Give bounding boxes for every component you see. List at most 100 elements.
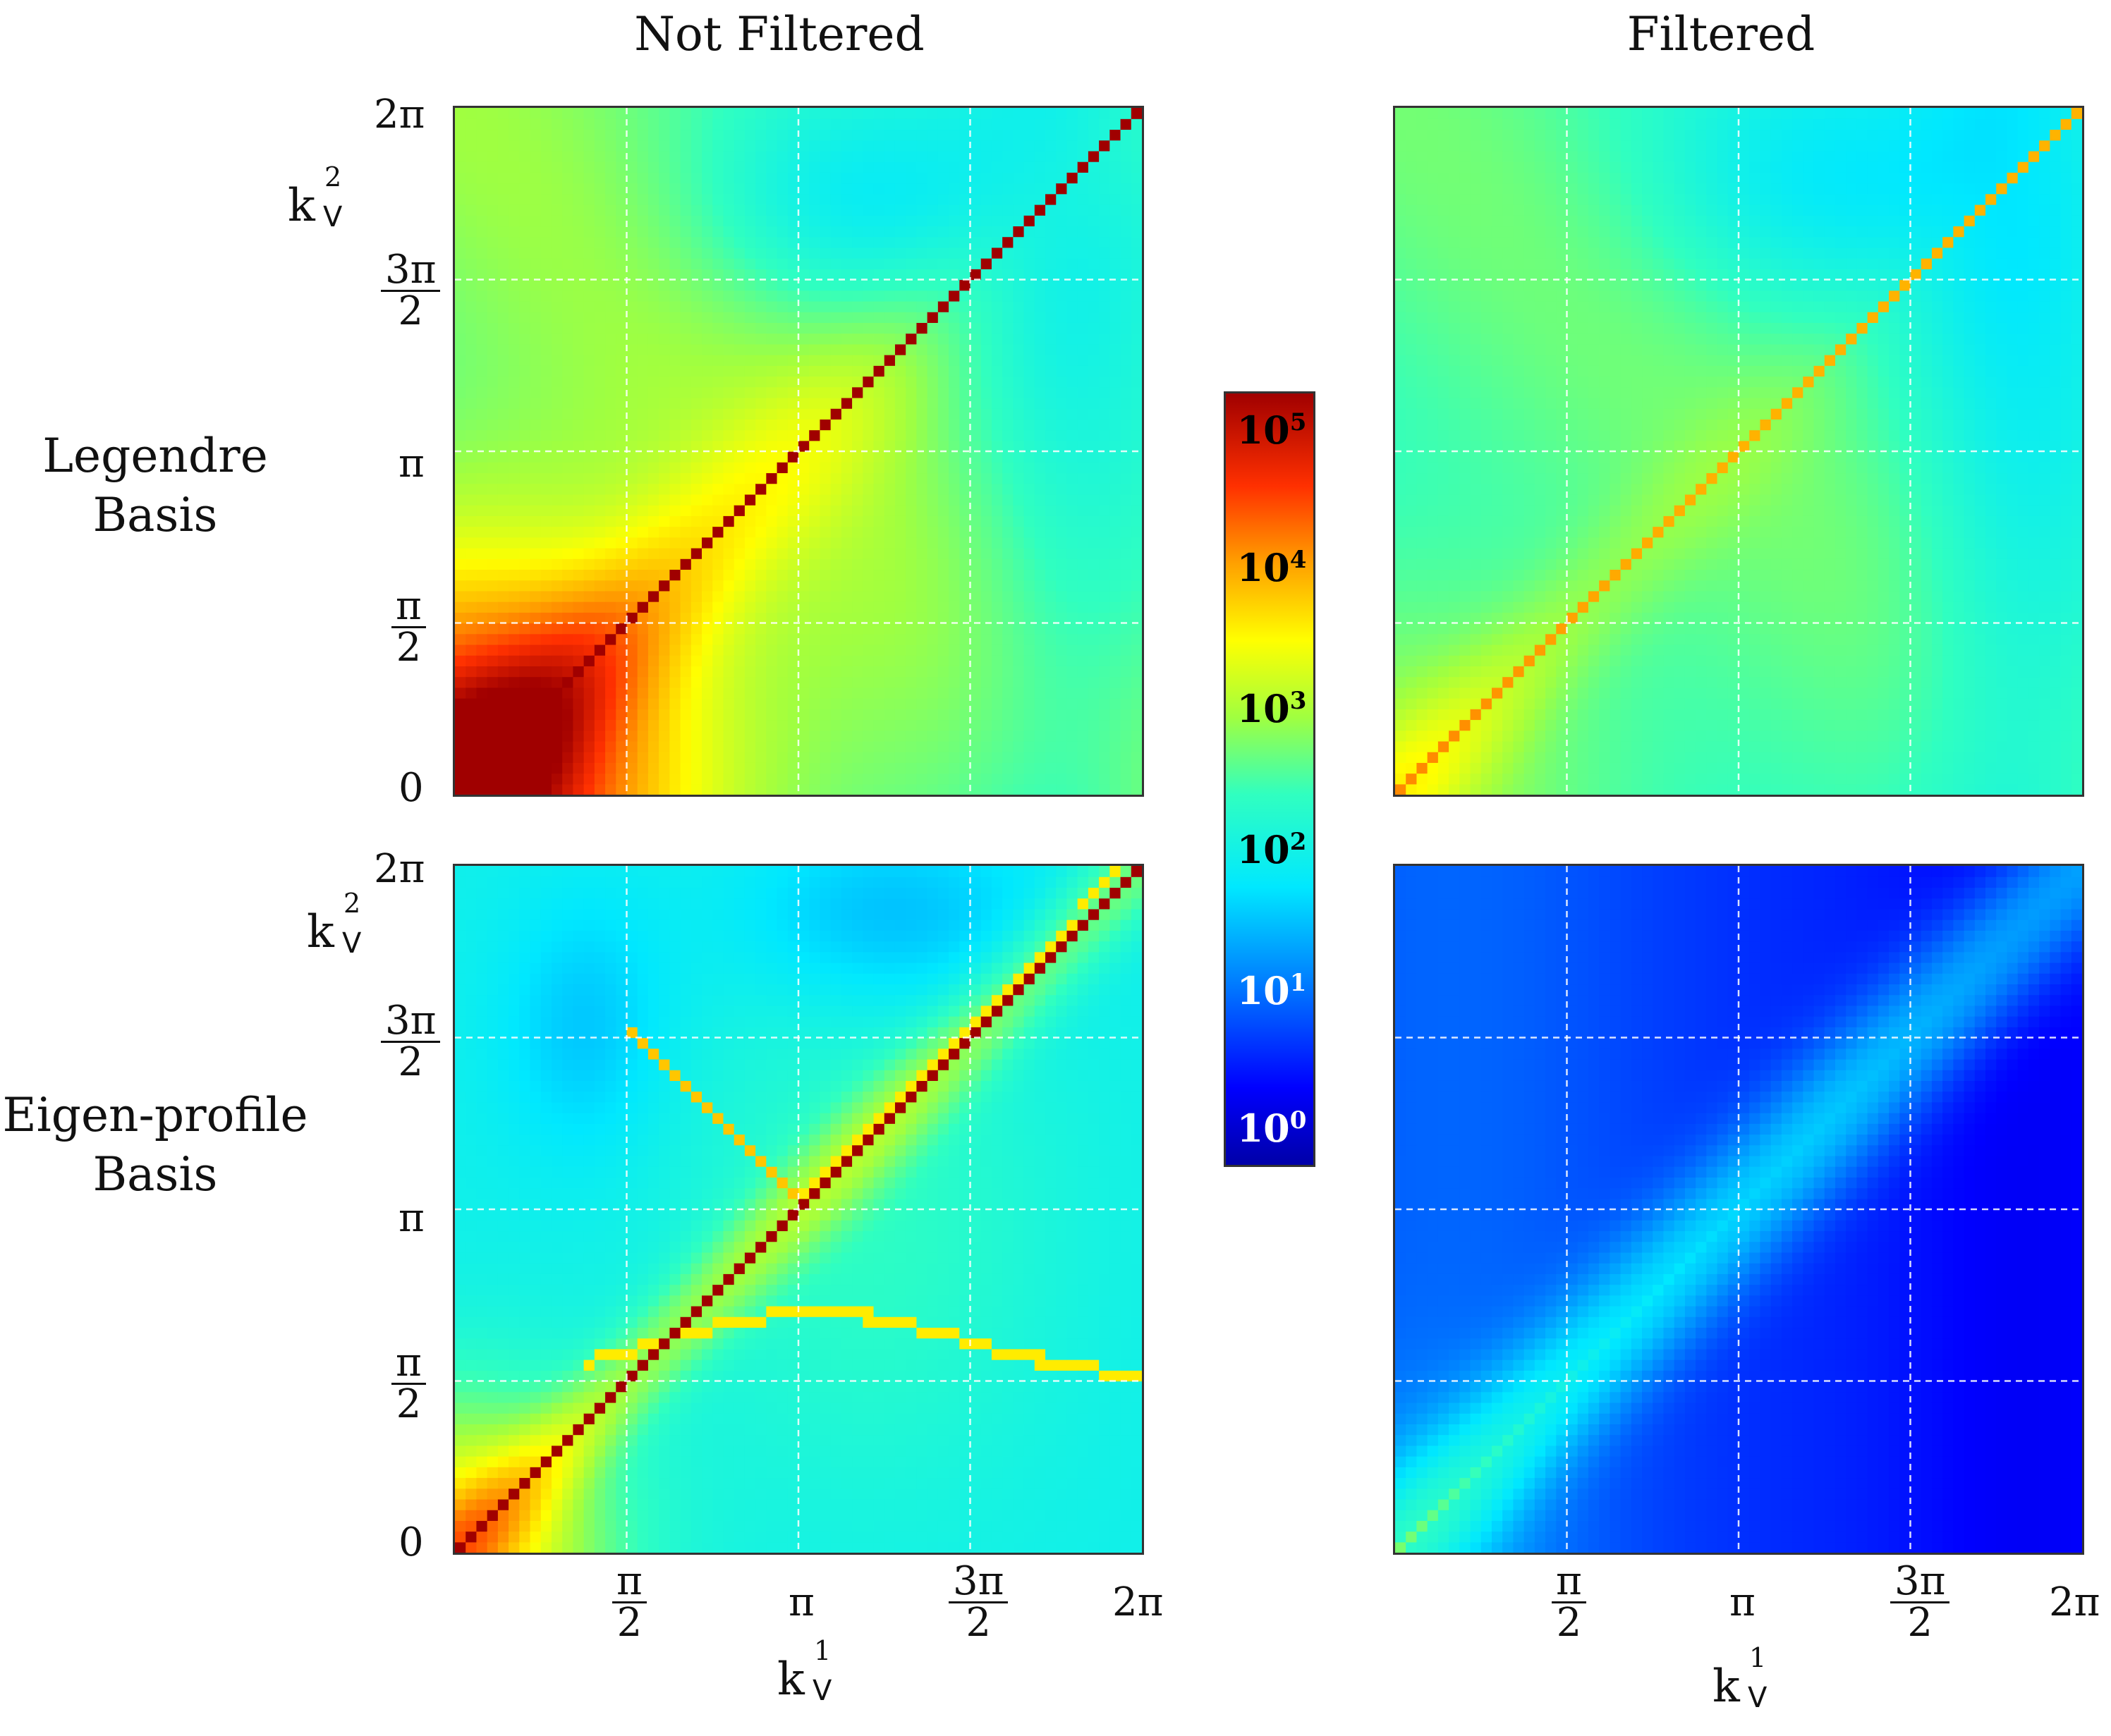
heatmap-cell xyxy=(583,236,595,248)
heatmap-cell xyxy=(647,419,659,431)
heatmap-cell xyxy=(1513,472,1525,484)
heatmap-cell xyxy=(530,204,542,216)
heatmap-cell xyxy=(594,494,606,506)
heatmap-cell xyxy=(509,740,520,752)
heatmap-cell xyxy=(702,172,713,184)
heatmap-cell xyxy=(669,150,681,162)
heatmap-cell xyxy=(702,118,713,130)
heatmap-cell xyxy=(1427,515,1439,527)
heatmap-cell xyxy=(530,429,542,441)
heatmap-cell xyxy=(734,183,746,195)
heatmap-cell xyxy=(680,269,692,281)
heatmap-cell xyxy=(894,655,906,666)
heatmap-cell xyxy=(497,376,509,388)
heatmap-cell xyxy=(476,386,488,398)
heatmap-cell xyxy=(455,183,466,195)
heatmap-cell xyxy=(1023,569,1035,581)
heatmap-cell xyxy=(927,505,939,516)
heatmap-cell xyxy=(798,601,810,613)
heatmap-cell xyxy=(616,462,628,474)
heatmap-cell xyxy=(659,419,670,431)
heatmap-cell xyxy=(937,429,949,441)
heatmap-cell xyxy=(1395,547,1406,559)
heatmap-cell xyxy=(873,644,885,656)
heatmap-cell xyxy=(669,580,681,592)
heatmap-cell xyxy=(830,762,842,774)
heatmap-cell xyxy=(691,118,702,130)
column-title-filtered: Filtered xyxy=(1626,7,1815,61)
heatmap-cell xyxy=(1513,397,1525,409)
heatmap-cell xyxy=(466,140,477,152)
heatmap-cell xyxy=(616,386,628,398)
heatmap-cell xyxy=(744,161,756,173)
heatmap-cell xyxy=(1449,161,1460,173)
heatmap-cell xyxy=(1099,279,1110,291)
heatmap-cell xyxy=(1470,494,1482,506)
heatmap-cell xyxy=(1109,161,1121,173)
heatmap-cell xyxy=(809,183,821,195)
heatmap-cell xyxy=(1120,569,1132,581)
heatmap-cell xyxy=(1109,204,1121,216)
heatmap-cell xyxy=(809,247,821,259)
heatmap-cell xyxy=(680,343,692,355)
heatmap-cell xyxy=(1523,666,1535,678)
heatmap-cell xyxy=(1395,322,1406,334)
heatmap-cell xyxy=(637,408,649,420)
heatmap-cell xyxy=(852,730,863,742)
heatmap-cell xyxy=(637,258,649,269)
heatmap-cell xyxy=(1088,183,1100,195)
heatmap-cell xyxy=(894,719,906,731)
heatmap-cell xyxy=(1437,429,1449,441)
heatmap-cell xyxy=(1088,580,1100,592)
heatmap-cell xyxy=(605,365,616,377)
heatmap-cell xyxy=(734,172,746,184)
heatmap-cell xyxy=(1395,129,1406,141)
heatmap-cell xyxy=(927,730,939,742)
heatmap-cell xyxy=(1491,590,1503,602)
heatmap-cell xyxy=(647,752,659,763)
heatmap-cell xyxy=(744,172,756,184)
heatmap-cell xyxy=(1480,666,1492,678)
heatmap-cell xyxy=(530,623,542,635)
heatmap-cell xyxy=(455,193,466,205)
heatmap-cell xyxy=(669,300,681,312)
heatmap-cell xyxy=(583,526,595,538)
heatmap-cell xyxy=(637,376,649,388)
heatmap-cell xyxy=(1395,623,1406,635)
heatmap-cell xyxy=(519,655,531,666)
heatmap-cell xyxy=(927,118,939,130)
heatmap-cell xyxy=(1427,258,1439,269)
heatmap-cell xyxy=(1088,269,1100,281)
heatmap-cell xyxy=(755,300,767,312)
heatmap-cell xyxy=(863,558,875,570)
heatmap-cell xyxy=(509,172,520,184)
heatmap-cell xyxy=(734,150,746,162)
heatmap-cell xyxy=(787,193,799,205)
heatmap-cell xyxy=(1066,655,1078,666)
heatmap-cell xyxy=(1523,258,1535,269)
heatmap-cell xyxy=(1034,547,1046,559)
heatmap-cell xyxy=(573,343,585,355)
heatmap-cell xyxy=(1480,183,1492,195)
heatmap-cell xyxy=(573,376,585,388)
heatmap-cell xyxy=(1045,547,1057,559)
heatmap-cell xyxy=(1395,440,1406,452)
heatmap-cell xyxy=(647,783,659,795)
heatmap-cell xyxy=(809,226,821,238)
heatmap-cell xyxy=(637,279,649,291)
heatmap-cell xyxy=(852,204,863,216)
heatmap-cell xyxy=(1523,343,1535,355)
heatmap-cell xyxy=(1416,601,1428,613)
heatmap-cell xyxy=(1449,494,1460,506)
heatmap-cell xyxy=(1099,215,1110,227)
heatmap-cell xyxy=(906,172,918,184)
heatmap-cell xyxy=(497,322,509,334)
heatmap-cell xyxy=(1449,569,1460,581)
heatmap-cell xyxy=(991,623,1003,635)
heatmap-cell xyxy=(659,580,670,592)
heatmap-cell xyxy=(594,108,606,119)
heatmap-cell xyxy=(852,773,863,785)
heatmap-cell xyxy=(949,258,960,269)
heatmap-cell xyxy=(970,408,982,420)
heatmap-cell xyxy=(1109,440,1121,452)
